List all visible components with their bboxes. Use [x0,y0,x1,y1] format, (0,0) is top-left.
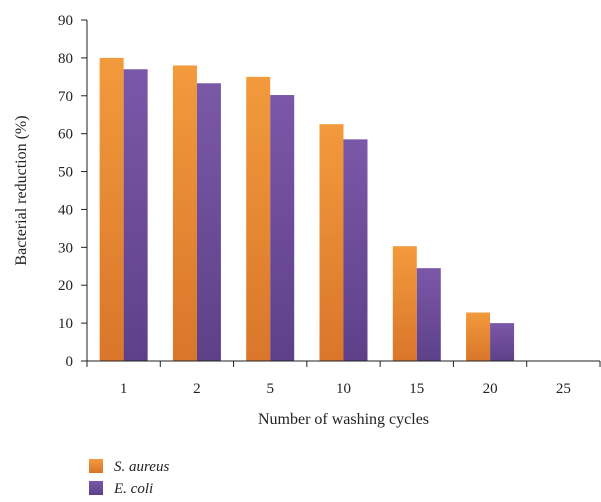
x-tick-label: 2 [193,381,201,397]
bar-s-aureus [172,65,197,361]
x-axis-ticks: 1 2 5 10 15 20 25 [86,361,601,397]
y-tick-label: 80 [58,51,73,67]
y-tick-label: 50 [58,165,73,181]
x-tick-label: 5 [266,381,274,397]
bar-s-aureus [466,312,491,361]
legend-label: E. coli [113,481,153,497]
bar-e-coli [270,95,295,362]
legend-label: S. aureus [114,459,169,475]
bar-e-coli [416,268,441,361]
x-tick-label: 15 [409,381,424,397]
bar-e-coli [343,139,368,361]
bar-s-aureus [392,246,417,361]
bar-e-coli [123,69,148,361]
bar-s-aureus [246,76,271,361]
legend-swatch [89,481,103,495]
y-tick-label: 30 [58,240,73,256]
bar-e-coli [490,323,515,361]
bar-e-coli [196,83,221,361]
bar-s-aureus [319,124,344,361]
y-tick-label: 0 [66,354,74,370]
bars-group [99,57,515,362]
x-axis-label: Number of washing cycles [258,411,429,428]
y-tick-label: 60 [58,127,73,143]
legend: S. aureus E. coli [89,459,169,497]
y-tick-label: 70 [58,89,73,105]
y-tick-label: 90 [58,13,73,29]
y-tick-label: 40 [58,202,73,218]
x-tick-label: 10 [336,381,351,397]
x-tick-label: 1 [120,381,128,397]
y-axis-ticks: 0 10 20 30 40 50 60 70 80 90 [58,13,87,370]
legend-swatch [89,459,103,473]
x-tick-label: 20 [483,381,498,397]
y-tick-label: 20 [58,278,73,294]
x-tick-label: 25 [556,381,571,397]
bar-s-aureus [99,57,124,362]
y-tick-label: 10 [58,316,73,332]
y-axis-label: Bacterial reduction (%) [13,115,30,265]
